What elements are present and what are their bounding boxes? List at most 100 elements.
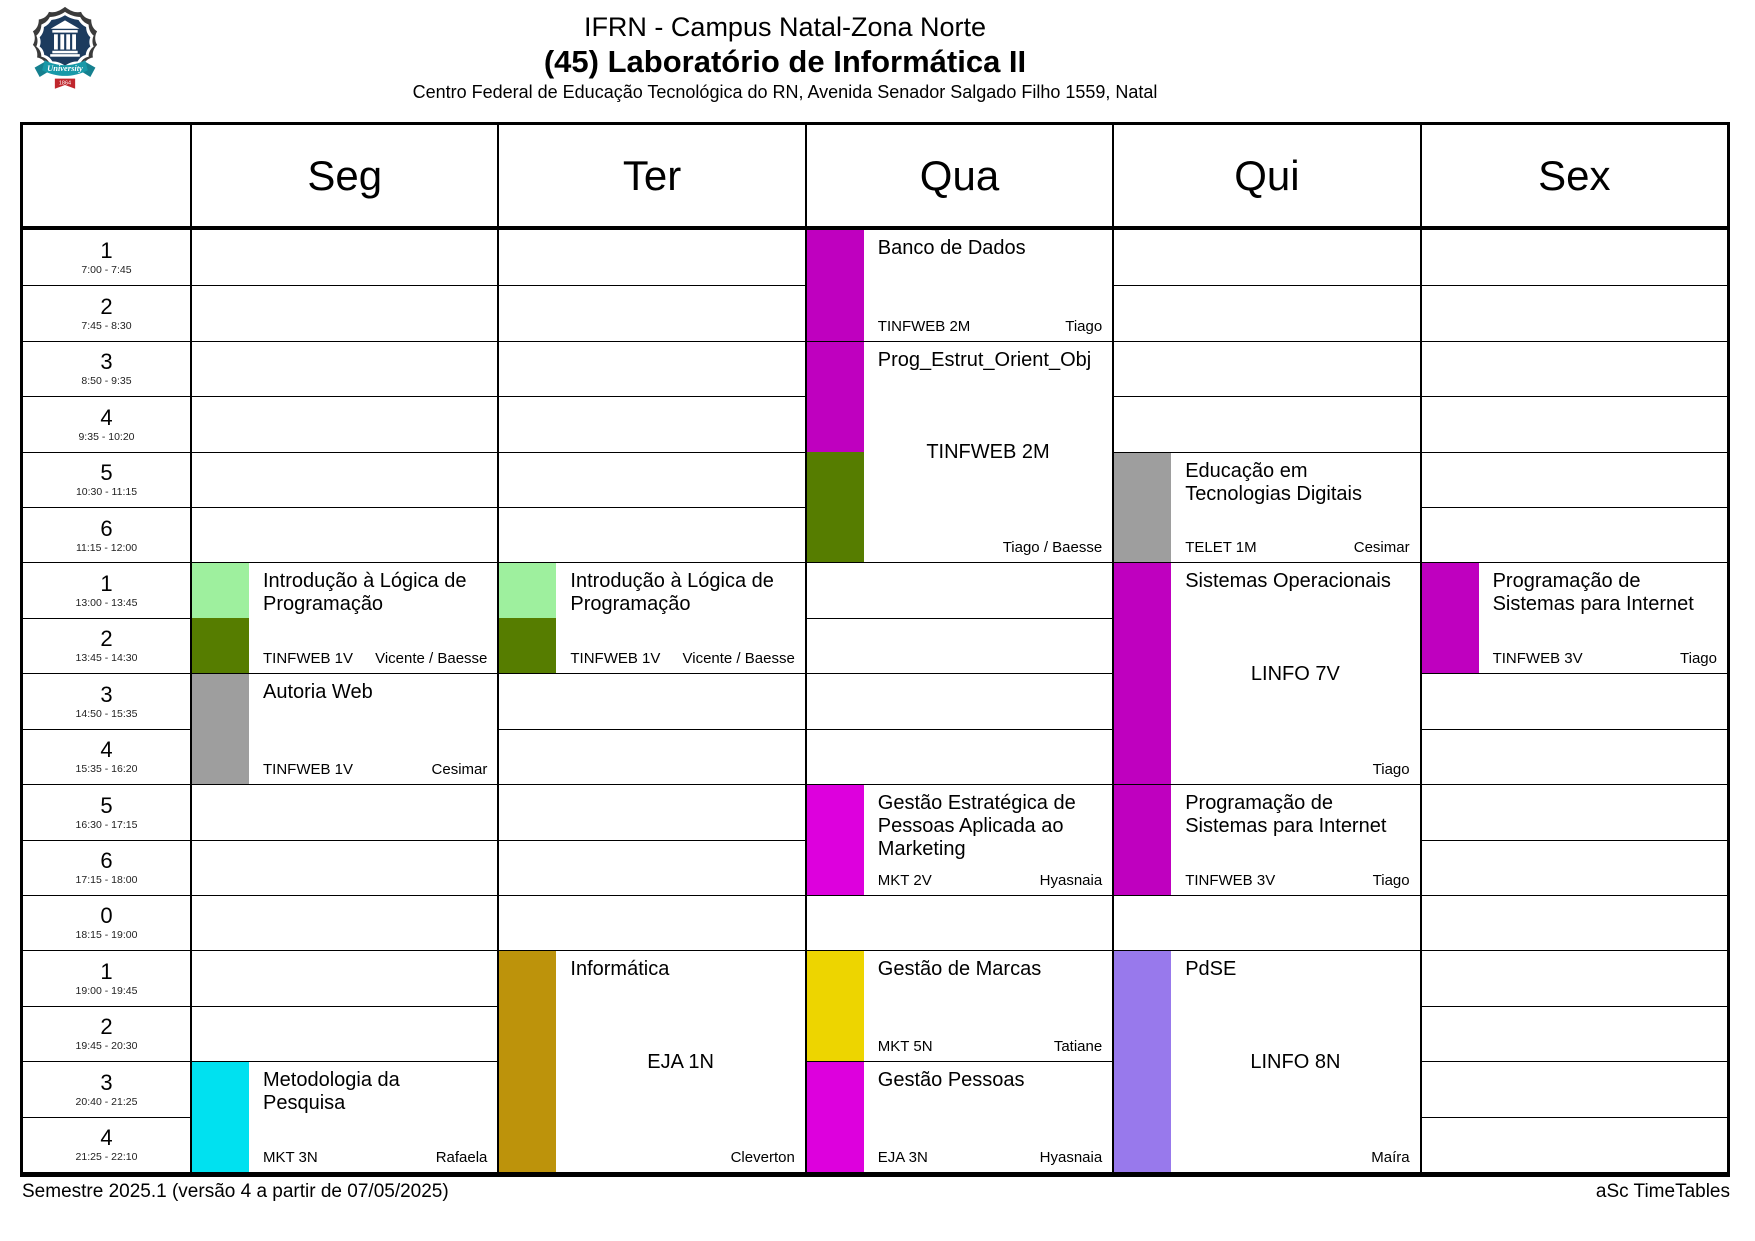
lesson-cell[interactable]: Programação de Sistemas para Internet TIN… <box>1112 784 1420 895</box>
lesson-cell[interactable]: Prog_Estrut_Orient_Obj TINFWEB 2M Tiago / … <box>804 340 1113 563</box>
empty-cell <box>1419 340 1727 397</box>
lesson-cell[interactable]: Gestão Estratégica de Pessoas Aplicada a… <box>804 784 1113 895</box>
period-time: 18:15 - 19:00 <box>75 929 138 942</box>
lesson-teacher: Tiago <box>1372 871 1410 889</box>
period-time: 13:45 - 14:30 <box>75 652 138 665</box>
empty-cell <box>804 673 1113 729</box>
period-number: 3 <box>100 681 113 707</box>
empty-cell <box>497 230 804 286</box>
lesson-color-bar <box>806 341 864 563</box>
empty-cell <box>497 784 805 840</box>
lesson-color-bar <box>192 563 249 674</box>
lesson-cell[interactable]: Gestão Pessoas EJA 3N Hyasnaia <box>804 1061 1113 1172</box>
lesson-color-bar-segment <box>499 563 557 619</box>
lesson-color-bar-segment <box>1114 452 1172 563</box>
empty-cell <box>1419 950 1727 1006</box>
empty-cell <box>1419 451 1727 508</box>
period-time: 14:50 - 15:35 <box>75 707 138 720</box>
lesson-title: Programação de Sistemas para Internet <box>1492 570 1694 616</box>
lesson-color-bar <box>1114 785 1172 895</box>
period-number: 0 <box>100 903 113 929</box>
lesson-cell[interactable]: Informática EJA 1N Cleverton <box>497 950 805 1172</box>
lesson-teacher: Hyasnaia <box>1039 1149 1103 1166</box>
empty-cell <box>190 894 498 951</box>
lesson-group: LINFO 7V <box>1250 662 1340 685</box>
day-header-ter: Ter <box>497 125 805 230</box>
empty-cell <box>804 728 1113 785</box>
lesson-color-bar-segment <box>1421 563 1479 674</box>
lesson-color-bar <box>1114 452 1172 563</box>
lesson-teacher: Vicente / Baesse <box>682 650 795 668</box>
empty-cell <box>1419 839 1727 895</box>
empty-cell <box>190 340 498 397</box>
lesson-color-bar-segment <box>806 452 864 563</box>
semester-version-label: Semestre 2025.1 (versão 4 a partir de 07… <box>22 1181 449 1202</box>
footer: Semestre 2025.1 (versão 4 a partir de 07… <box>22 1181 1730 1203</box>
title-block: IFRN - Campus Natal-Zona Norte (45) Labo… <box>0 12 1570 104</box>
lesson-teacher: Tiago <box>1680 650 1717 668</box>
lesson-color-bar <box>806 230 864 341</box>
lesson-color-bar-segment <box>806 785 864 895</box>
lesson-title: Programação de Sistemas para Internet <box>1185 792 1387 838</box>
day-header-sex: Sex <box>1419 125 1727 230</box>
empty-cell <box>1419 784 1727 840</box>
lesson-color-bar <box>192 1062 249 1172</box>
lesson-cell[interactable]: Sistemas Operacionais LINFO 7V Tiago <box>1112 562 1420 785</box>
university-shield-logo: University 1864 <box>32 6 98 89</box>
lesson-body: Gestão de Marcas MKT 5N Tatiane <box>864 951 1112 1061</box>
lesson-title: Prog_Estrut_Orient_Obj <box>877 348 1092 371</box>
empty-cell <box>1419 894 1727 951</box>
lesson-cell[interactable]: Banco de Dados TINFWEB 2M Tiago <box>804 230 1113 341</box>
lesson-cell[interactable]: Introdução à Lógica de Programação TINFWE… <box>497 562 805 674</box>
period-time: 7:00 - 7:45 <box>81 263 132 276</box>
lesson-color-bar-segment <box>192 1062 249 1172</box>
period-number: 4 <box>100 404 113 430</box>
lesson-cell[interactable]: Introdução à Lógica de Programação TINFWE… <box>190 562 498 674</box>
period-time: 9:35 - 10:20 <box>78 430 135 443</box>
period-number: 2 <box>100 626 113 652</box>
lesson-cell[interactable]: Metodologia da Pesquisa MKT 3N Rafaela <box>190 1061 498 1172</box>
lesson-cell[interactable]: Programação de Sistemas para Internet TIN… <box>1419 562 1727 674</box>
lesson-color-bar-segment <box>192 674 249 785</box>
empty-cell <box>1419 285 1727 341</box>
lesson-teacher: Cesimar <box>1353 539 1410 557</box>
period-cell: 4 21:25 - 22:10 <box>23 1116 190 1172</box>
day-header-seg: Seg <box>190 125 498 230</box>
empty-cell <box>1419 728 1727 785</box>
empty-cell <box>1419 230 1727 286</box>
empty-cell <box>804 617 1113 674</box>
period-cell: 1 7:00 - 7:45 <box>23 230 190 285</box>
logo-year-text: 1864 <box>59 81 71 87</box>
lesson-teacher: Tatiane <box>1053 1038 1103 1056</box>
lesson-teacher: Maíra <box>1371 1149 1410 1166</box>
lesson-cell[interactable]: Gestão de Marcas MKT 5N Tatiane <box>804 950 1113 1062</box>
logo-building <box>50 20 80 57</box>
lesson-title: Banco de Dados <box>877 237 1026 259</box>
lesson-group: TINFWEB 1V <box>263 761 354 779</box>
period-number: 4 <box>100 1125 113 1151</box>
lesson-group: EJA 1N <box>647 1050 714 1073</box>
period-number: 1 <box>100 237 113 263</box>
lesson-title: Introdução à Lógica de Programação <box>263 570 467 616</box>
period-number: 3 <box>100 1069 113 1095</box>
lesson-title: Gestão de Marcas <box>877 958 1042 981</box>
empty-cell <box>190 1005 498 1062</box>
lesson-group: MKT 2V <box>877 871 932 889</box>
lesson-body: Metodologia da Pesquisa MKT 3N Rafaela <box>249 1062 497 1172</box>
empty-cell <box>804 562 1113 618</box>
lesson-cell[interactable]: Educação em Tecnologias Digitais TELET 1M… <box>1112 451 1420 563</box>
lesson-title: Metodologia da Pesquisa <box>263 1069 400 1115</box>
lesson-cell[interactable]: Autoria Web TINFWEB 1V Cesimar <box>190 673 498 785</box>
lesson-cell[interactable]: PdSE LINFO 8N Maíra <box>1112 950 1420 1172</box>
lesson-teacher: Tiago / Baesse <box>1002 539 1103 557</box>
period-cell: 2 19:45 - 20:30 <box>23 1005 190 1061</box>
lesson-group: EJA 3N <box>877 1149 928 1166</box>
lesson-group: TINFWEB 2M <box>926 441 1050 464</box>
period-cell: 6 17:15 - 18:00 <box>23 839 190 895</box>
empty-cell <box>497 396 805 452</box>
lesson-group: MKT 5N <box>877 1038 933 1056</box>
lesson-color-bar <box>806 951 864 1062</box>
lesson-body: Introdução à Lógica de Programação TINFWE… <box>556 563 804 673</box>
lesson-color-bar <box>1421 563 1479 674</box>
lesson-title: Introdução à Lógica de Programação <box>570 570 774 616</box>
